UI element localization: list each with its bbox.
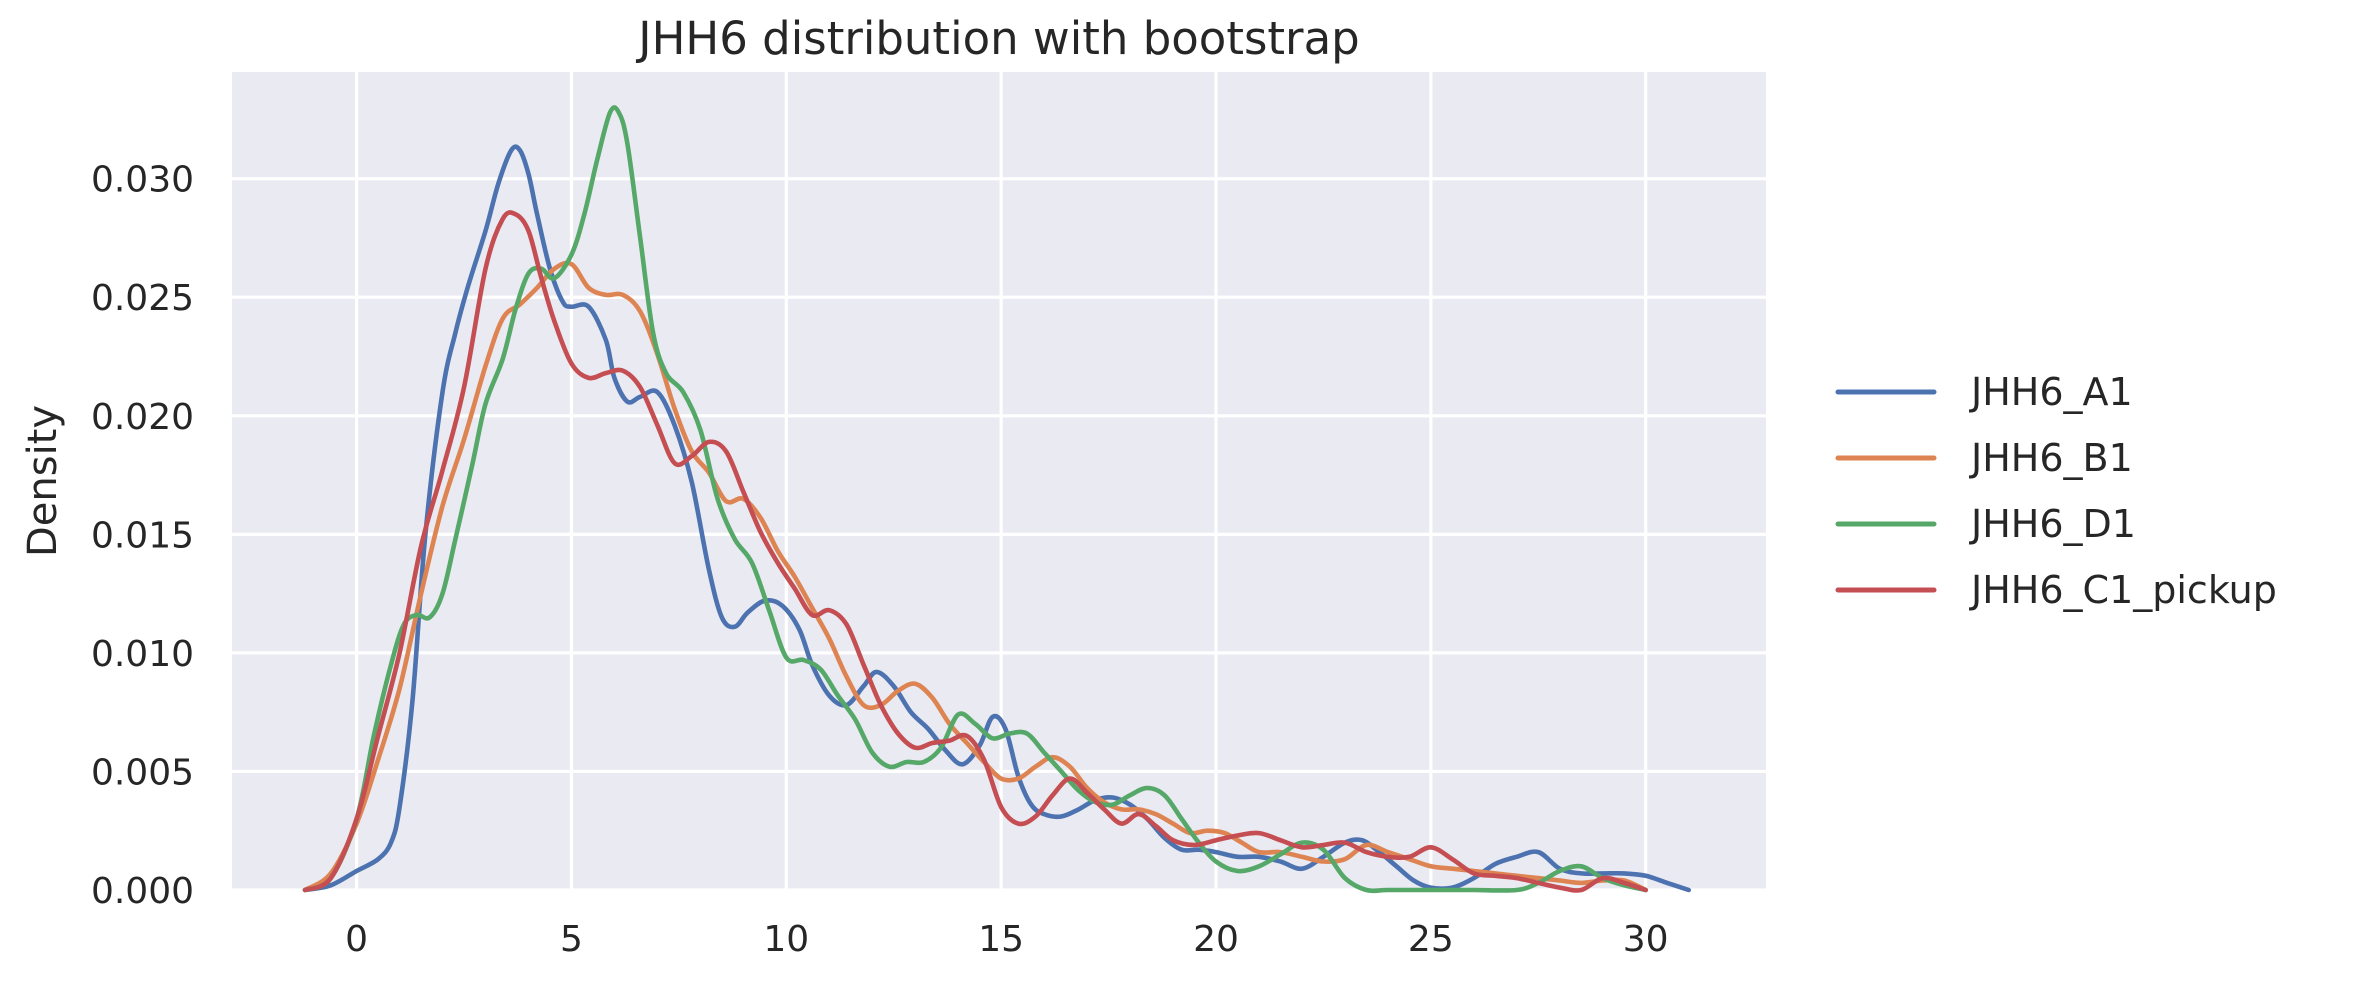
legend-item: JHH6_C1_pickup — [1835, 568, 2277, 612]
legend-item: JHH6_D1 — [1835, 502, 2136, 546]
series-line-jhh6-d1 — [302, 105, 1648, 894]
x-tick-label: 25 — [1408, 919, 1454, 960]
legend-label: JHH6_D1 — [1969, 502, 2136, 546]
legend-label: JHH6_C1_pickup — [1969, 568, 2277, 612]
x-tick-label: 0 — [345, 919, 368, 960]
grid-lines — [232, 72, 1766, 892]
y-tick-label: 0.010 — [91, 634, 194, 675]
series-lines — [302, 105, 1691, 894]
legend-item: JHH6_A1 — [1835, 370, 2133, 414]
y-tick-label: 0.015 — [91, 515, 194, 556]
chart-title: JHH6 distribution with bootstrap — [635, 12, 1359, 65]
y-tick-label: 0.000 — [91, 871, 194, 912]
x-tick-label: 10 — [763, 919, 809, 960]
legend-label: JHH6_A1 — [1969, 370, 2133, 414]
y-axis-ticks: 0.000 0.005 0.010 0.015 0.020 0.025 0.030 — [91, 160, 194, 912]
y-tick-label: 0.030 — [91, 160, 194, 201]
y-tick-label: 0.025 — [91, 278, 194, 319]
x-tick-label: 20 — [1193, 919, 1239, 960]
plot-background — [232, 72, 1766, 890]
series-line-jhh6-b1 — [302, 260, 1648, 893]
x-tick-label: 15 — [978, 919, 1024, 960]
series-line-jhh6-c1-pickup — [302, 210, 1648, 893]
y-tick-label: 0.020 — [91, 397, 194, 438]
legend-label: JHH6_B1 — [1969, 436, 2133, 480]
x-tick-label: 30 — [1623, 919, 1669, 960]
series-line-jhh6-a1 — [302, 144, 1691, 893]
legend-item: JHH6_B1 — [1835, 436, 2133, 480]
legend: JHH6_A1 JHH6_B1 JHH6_D1 JHH6_C1_pickup — [1835, 370, 2277, 612]
x-axis-ticks: 0 5 10 15 20 25 30 — [345, 919, 1668, 960]
y-axis-label: Density — [20, 405, 66, 557]
x-tick-label: 5 — [560, 919, 583, 960]
y-tick-label: 0.005 — [91, 752, 194, 793]
